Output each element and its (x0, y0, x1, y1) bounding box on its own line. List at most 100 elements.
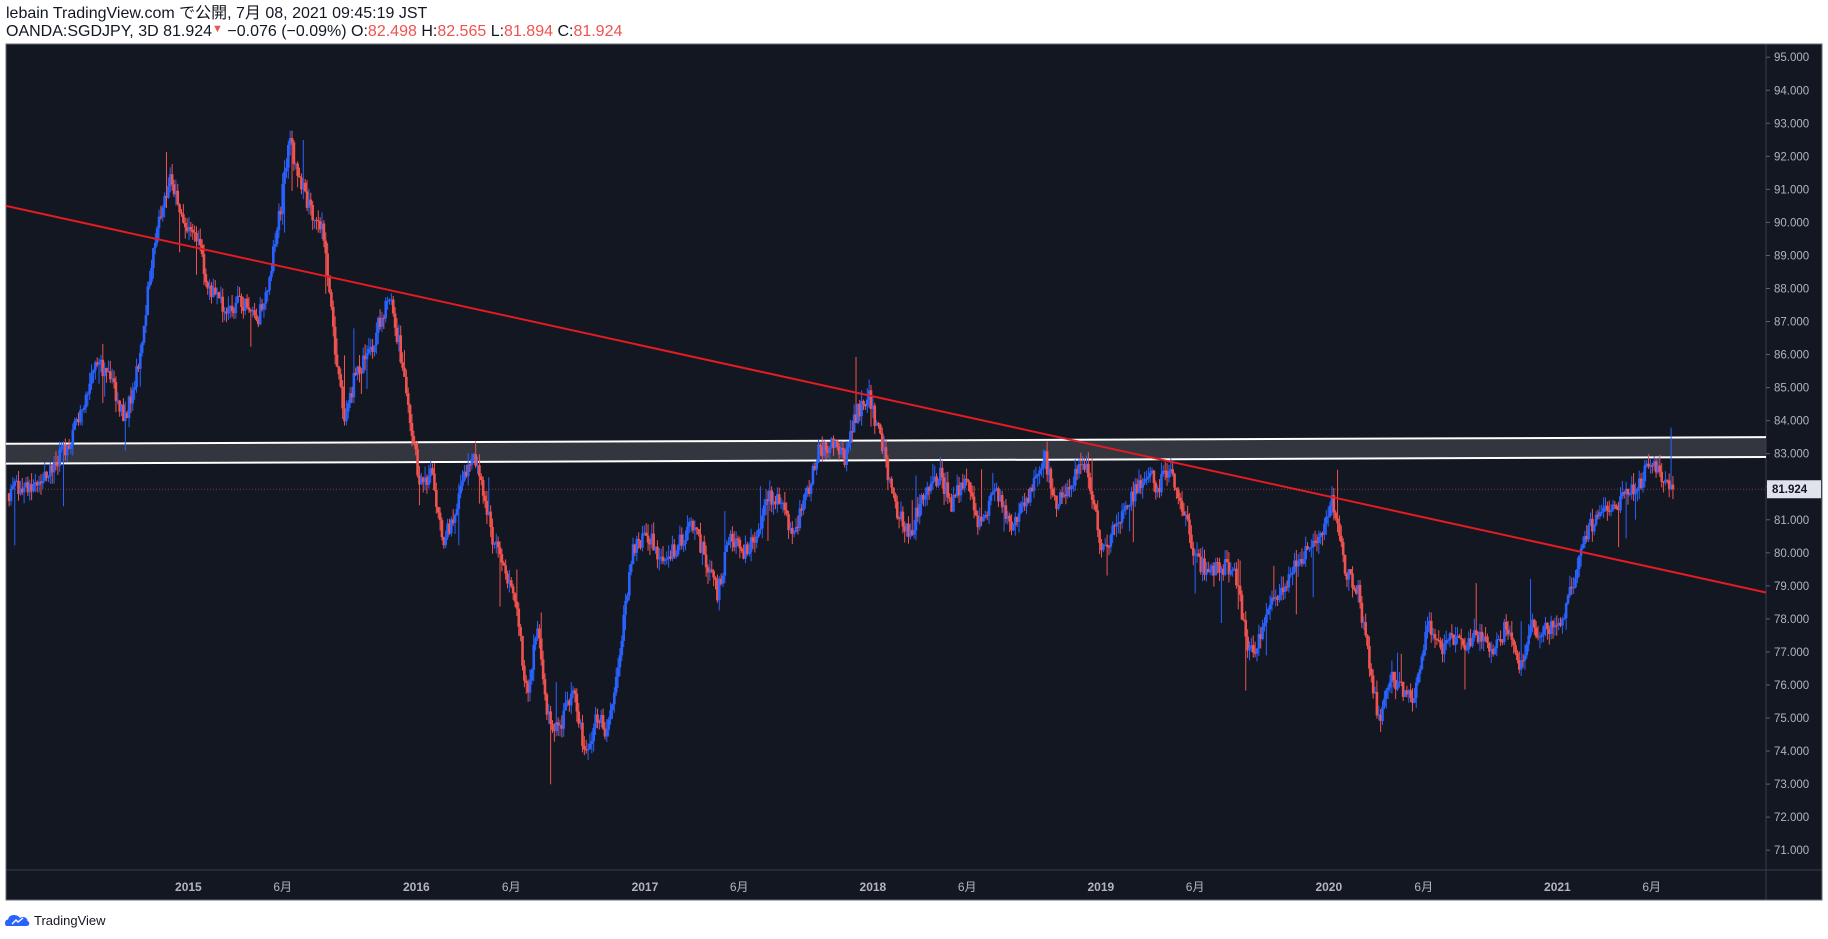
candle[interactable] (628, 564, 631, 601)
candle[interactable] (94, 360, 97, 380)
candle[interactable] (918, 494, 922, 525)
candle[interactable] (620, 635, 624, 662)
candle[interactable] (249, 308, 253, 347)
candle[interactable] (925, 481, 929, 506)
candle[interactable] (1358, 580, 1362, 609)
candle[interactable] (1257, 624, 1261, 656)
candle[interactable] (123, 401, 127, 451)
candle[interactable] (1259, 627, 1263, 649)
candle[interactable] (24, 477, 28, 488)
candle[interactable] (1306, 542, 1309, 551)
candle[interactable] (1529, 579, 1532, 639)
candle[interactable] (1311, 533, 1315, 598)
candle[interactable] (770, 486, 774, 513)
candle[interactable] (485, 490, 489, 524)
candle[interactable] (122, 398, 125, 422)
candle[interactable] (1330, 486, 1334, 516)
candle[interactable] (804, 487, 807, 509)
candle[interactable] (1480, 624, 1484, 649)
candle[interactable] (869, 384, 873, 427)
candle[interactable] (1171, 460, 1174, 477)
candle[interactable] (1525, 642, 1529, 659)
candle[interactable] (1261, 619, 1264, 641)
candle[interactable] (646, 524, 650, 551)
candle[interactable] (912, 520, 916, 539)
candle[interactable] (1092, 494, 1096, 510)
candle[interactable] (131, 382, 135, 411)
candle[interactable] (153, 233, 157, 255)
candle[interactable] (1381, 700, 1384, 725)
candle[interactable] (367, 337, 371, 356)
candle[interactable] (1448, 632, 1452, 648)
candle[interactable] (1218, 557, 1221, 581)
candle[interactable] (1613, 501, 1617, 510)
candle[interactable] (494, 533, 498, 554)
candle[interactable] (109, 360, 112, 383)
candle[interactable] (1551, 619, 1555, 639)
candle[interactable] (800, 503, 803, 517)
candle[interactable] (1656, 457, 1660, 475)
candle[interactable] (1263, 617, 1266, 632)
candle[interactable] (1242, 612, 1246, 622)
candle[interactable] (907, 516, 910, 544)
candle[interactable] (1437, 630, 1441, 643)
candle[interactable] (506, 570, 509, 589)
candle[interactable] (1235, 562, 1238, 589)
candle[interactable] (1450, 624, 1454, 639)
candle[interactable] (1124, 501, 1128, 515)
candle[interactable] (1199, 548, 1203, 575)
candle[interactable] (1444, 630, 1448, 651)
candle[interactable] (1094, 503, 1098, 513)
candle[interactable] (774, 495, 777, 510)
candle[interactable] (331, 300, 335, 337)
candle[interactable] (79, 404, 82, 426)
candle[interactable] (1581, 536, 1585, 550)
candle[interactable] (427, 464, 431, 489)
candle[interactable] (511, 583, 515, 600)
candle[interactable] (1366, 634, 1369, 650)
candle[interactable] (62, 441, 65, 507)
candle[interactable] (333, 316, 337, 365)
candle[interactable] (843, 448, 847, 468)
candle[interactable] (562, 703, 566, 737)
candle[interactable] (300, 173, 303, 195)
candle[interactable] (792, 530, 796, 538)
candle[interactable] (1413, 688, 1416, 704)
candle[interactable] (547, 704, 551, 724)
candle[interactable] (1051, 478, 1055, 498)
candle[interactable] (1079, 452, 1083, 475)
candle[interactable] (967, 478, 970, 492)
candle[interactable] (539, 612, 543, 666)
candle[interactable] (914, 475, 918, 541)
candle[interactable] (629, 560, 633, 576)
candle[interactable] (1023, 492, 1026, 511)
candle[interactable] (1250, 637, 1253, 653)
candle[interactable] (1072, 476, 1075, 492)
candle[interactable] (292, 140, 296, 171)
candle[interactable] (436, 506, 440, 519)
candle[interactable] (433, 463, 436, 492)
candle[interactable] (532, 634, 536, 682)
candle[interactable] (466, 453, 470, 486)
candle[interactable] (969, 482, 972, 501)
candle[interactable] (279, 206, 283, 221)
candle[interactable] (1572, 576, 1575, 594)
candle[interactable] (556, 717, 560, 736)
candle[interactable] (716, 574, 719, 603)
candle[interactable] (736, 535, 740, 546)
candle[interactable] (26, 476, 30, 497)
candle[interactable] (864, 403, 867, 410)
candle[interactable] (1017, 502, 1021, 533)
candle[interactable] (1015, 516, 1019, 527)
candle[interactable] (508, 569, 511, 593)
candle[interactable] (431, 463, 434, 476)
candle[interactable] (421, 476, 425, 493)
price-axis[interactable] (1766, 44, 1822, 870)
candle[interactable] (429, 461, 432, 483)
candle[interactable] (1621, 480, 1624, 500)
candle[interactable] (946, 471, 950, 504)
candle[interactable] (950, 493, 953, 512)
candle[interactable] (691, 519, 695, 534)
candle[interactable] (1191, 541, 1195, 566)
candle[interactable] (880, 427, 884, 455)
